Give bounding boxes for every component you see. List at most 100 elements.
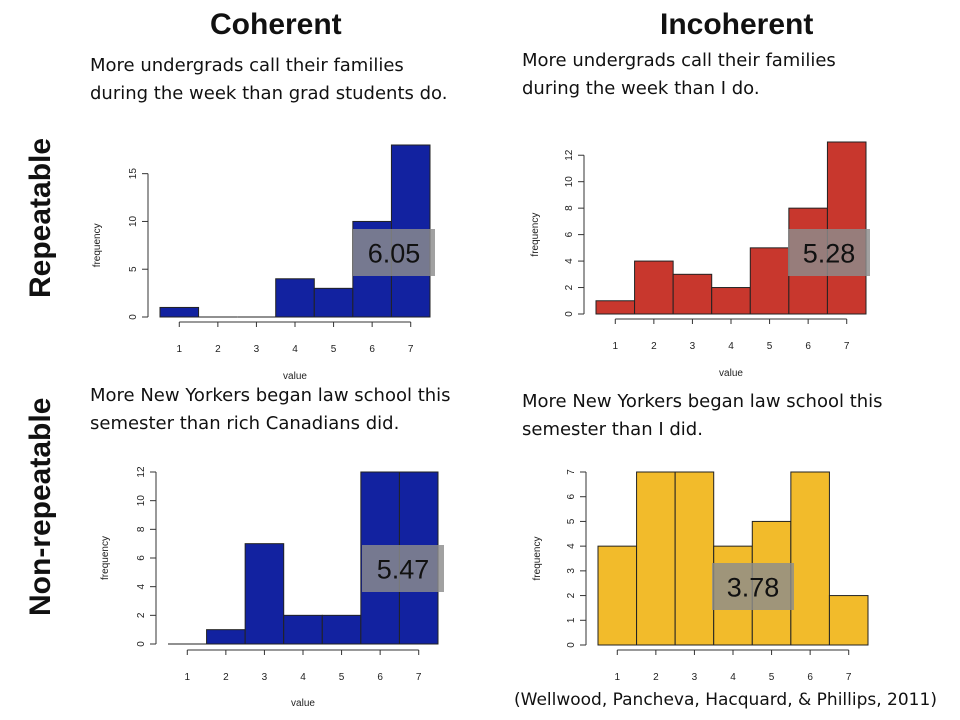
x-tick-label: 7 bbox=[408, 344, 414, 355]
y-tick-label: 5 bbox=[128, 266, 139, 272]
histogram-bar bbox=[283, 614, 323, 645]
y-axis-label: frequency bbox=[530, 213, 541, 257]
y-tick-label: 0 bbox=[566, 642, 577, 648]
column-header-incoherent: Incoherent bbox=[660, 8, 814, 41]
description-line: More undergrads call their families bbox=[90, 55, 404, 76]
mean-box bbox=[362, 545, 444, 592]
mean-box bbox=[353, 229, 435, 276]
histogram-bar bbox=[826, 141, 867, 315]
x-tick-label: 2 bbox=[215, 344, 221, 355]
description-top-left: More undergrads call their families duri… bbox=[90, 52, 447, 108]
y-tick-label: 5 bbox=[566, 518, 577, 524]
mean-value-label: 3.78 bbox=[727, 573, 780, 603]
description-line: semester than I did. bbox=[522, 419, 703, 440]
y-tick-label: 10 bbox=[128, 215, 139, 227]
histogram-bar bbox=[244, 543, 285, 645]
x-tick-label: 6 bbox=[805, 341, 811, 352]
histogram-bar bbox=[597, 545, 638, 646]
y-axis-label: frequency bbox=[92, 223, 103, 267]
y-tick-label: 4 bbox=[136, 583, 147, 589]
x-tick-label: 4 bbox=[300, 672, 306, 683]
histogram-bar bbox=[711, 287, 751, 315]
description-top-right: More undergrads call their families duri… bbox=[522, 47, 836, 103]
description-line: More New Yorkers began law school this bbox=[522, 391, 883, 412]
y-tick-label: 4 bbox=[566, 543, 577, 549]
y-tick-label: 8 bbox=[564, 205, 575, 211]
y-tick-label: 12 bbox=[564, 149, 575, 161]
histogram-bar bbox=[674, 471, 715, 646]
y-tick-label: 4 bbox=[564, 258, 575, 264]
x-tick-label: 2 bbox=[223, 672, 229, 683]
histogram-bar bbox=[634, 260, 674, 315]
x-tick-label: 1 bbox=[615, 672, 621, 683]
x-tick-label: 6 bbox=[377, 672, 383, 683]
x-tick-label: 7 bbox=[844, 341, 850, 352]
citation: (Wellwood, Pancheva, Hacquard, & Phillip… bbox=[514, 690, 937, 710]
x-tick-label: 1 bbox=[185, 672, 191, 683]
mean-box bbox=[788, 229, 870, 276]
y-tick-label: 0 bbox=[128, 314, 139, 320]
x-tick-label: 4 bbox=[728, 341, 734, 352]
y-tick-label: 2 bbox=[566, 592, 577, 598]
description-bottom-left: More New Yorkers began law school this s… bbox=[90, 382, 451, 438]
y-tick-label: 1 bbox=[566, 617, 577, 623]
y-tick-label: 12 bbox=[136, 466, 147, 478]
y-tick-label: 15 bbox=[128, 168, 139, 180]
y-tick-label: 6 bbox=[136, 555, 147, 561]
description-line: during the week than grad students do. bbox=[90, 83, 448, 104]
mean-value-label: 5.28 bbox=[803, 239, 856, 269]
x-tick-label: 3 bbox=[690, 341, 696, 352]
y-axis-label: frequency bbox=[532, 537, 543, 581]
x-axis-label: value bbox=[283, 371, 307, 382]
mean-box bbox=[712, 563, 794, 610]
description-line: semester than rich Canadians did. bbox=[90, 413, 400, 434]
x-tick-label: 5 bbox=[339, 672, 345, 683]
x-tick-label: 1 bbox=[177, 344, 183, 355]
y-tick-label: 2 bbox=[136, 612, 147, 618]
x-tick-label: 5 bbox=[767, 341, 773, 352]
x-tick-label: 2 bbox=[653, 672, 659, 683]
column-header-coherent: Coherent bbox=[210, 8, 342, 41]
histogram-bar bbox=[159, 306, 200, 318]
x-axis-label: value bbox=[291, 698, 315, 709]
y-tick-label: 0 bbox=[564, 311, 575, 317]
histogram-bar bbox=[749, 247, 790, 315]
x-tick-label: 7 bbox=[416, 672, 422, 683]
histogram-bar bbox=[790, 471, 830, 646]
x-tick-label: 1 bbox=[613, 341, 619, 352]
x-tick-label: 5 bbox=[331, 344, 337, 355]
y-tick-label: 10 bbox=[136, 495, 147, 507]
description-bottom-right: More New Yorkers began law school this s… bbox=[522, 388, 883, 444]
histogram-bar bbox=[636, 471, 676, 646]
description-line: More undergrads call their families bbox=[522, 50, 836, 71]
y-tick-label: 7 bbox=[566, 469, 577, 475]
description-line: during the week than I do. bbox=[522, 78, 760, 99]
x-tick-label: 3 bbox=[262, 672, 268, 683]
y-tick-label: 6 bbox=[564, 231, 575, 237]
x-tick-label: 2 bbox=[651, 341, 657, 352]
y-tick-label: 2 bbox=[564, 284, 575, 290]
y-tick-label: 3 bbox=[566, 568, 577, 574]
y-tick-label: 0 bbox=[136, 641, 147, 647]
histogram-bar bbox=[275, 278, 315, 318]
x-tick-label: 3 bbox=[692, 672, 698, 683]
y-tick-label: 10 bbox=[564, 176, 575, 188]
mean-value-label: 5.47 bbox=[377, 555, 430, 585]
x-tick-label: 4 bbox=[292, 344, 298, 355]
x-tick-label: 3 bbox=[254, 344, 260, 355]
x-tick-label: 7 bbox=[846, 672, 852, 683]
y-tick-label: 8 bbox=[136, 526, 147, 532]
histogram-bar bbox=[672, 273, 713, 315]
mean-value-label: 6.05 bbox=[368, 239, 421, 269]
x-tick-label: 6 bbox=[369, 344, 375, 355]
x-tick-label: 4 bbox=[730, 672, 736, 683]
y-tick-label: 6 bbox=[566, 493, 577, 499]
x-axis-label: value bbox=[719, 368, 743, 379]
y-axis-label: frequency bbox=[100, 536, 111, 580]
description-line: More New Yorkers began law school this bbox=[90, 385, 451, 406]
x-tick-label: 5 bbox=[769, 672, 775, 683]
